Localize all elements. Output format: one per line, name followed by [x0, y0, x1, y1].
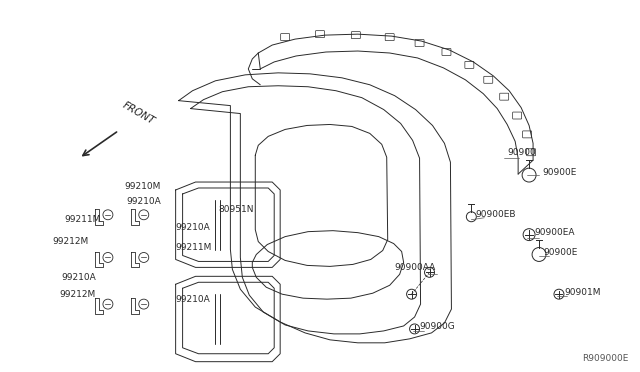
Circle shape — [424, 267, 435, 277]
FancyBboxPatch shape — [484, 76, 493, 83]
Text: 90900EB: 90900EB — [476, 210, 516, 219]
FancyBboxPatch shape — [415, 39, 424, 46]
Circle shape — [139, 210, 148, 220]
Text: 99212M: 99212M — [52, 237, 89, 246]
Text: 90900AA: 90900AA — [395, 263, 436, 272]
Text: 99210A: 99210A — [126, 198, 161, 206]
Circle shape — [139, 299, 148, 309]
FancyBboxPatch shape — [385, 33, 394, 41]
Text: 80951N: 80951N — [218, 205, 254, 214]
Text: R909000E: R909000E — [582, 354, 628, 363]
Circle shape — [406, 289, 417, 299]
FancyBboxPatch shape — [316, 31, 324, 38]
Circle shape — [522, 168, 536, 182]
FancyBboxPatch shape — [281, 33, 290, 41]
FancyBboxPatch shape — [465, 61, 474, 68]
FancyBboxPatch shape — [351, 32, 360, 39]
Circle shape — [554, 289, 564, 299]
Text: 99210M: 99210M — [124, 183, 161, 192]
Text: FRONT: FRONT — [121, 100, 157, 126]
Circle shape — [103, 299, 113, 309]
Text: 90900G: 90900G — [420, 323, 455, 331]
Circle shape — [139, 253, 148, 262]
FancyBboxPatch shape — [523, 131, 532, 138]
Circle shape — [467, 212, 476, 222]
Text: 90900EA: 90900EA — [534, 228, 575, 237]
Text: 99210A: 99210A — [175, 295, 211, 304]
Circle shape — [103, 253, 113, 262]
FancyBboxPatch shape — [500, 93, 509, 100]
Text: 99210A: 99210A — [61, 273, 96, 282]
FancyBboxPatch shape — [527, 149, 536, 156]
Text: 90900E: 90900E — [542, 168, 577, 177]
Text: 99211M: 99211M — [175, 243, 212, 252]
Text: 99212M: 99212M — [60, 290, 96, 299]
Text: 90901M: 90901M — [564, 288, 600, 297]
Circle shape — [532, 247, 546, 262]
Text: 99210A: 99210A — [175, 223, 211, 232]
Circle shape — [103, 210, 113, 220]
FancyBboxPatch shape — [513, 112, 522, 119]
Circle shape — [523, 229, 535, 241]
Text: 90900: 90900 — [507, 148, 536, 157]
Text: 99211M: 99211M — [65, 215, 101, 224]
Circle shape — [410, 324, 420, 334]
Text: 90900E: 90900E — [543, 248, 577, 257]
FancyBboxPatch shape — [442, 48, 451, 55]
